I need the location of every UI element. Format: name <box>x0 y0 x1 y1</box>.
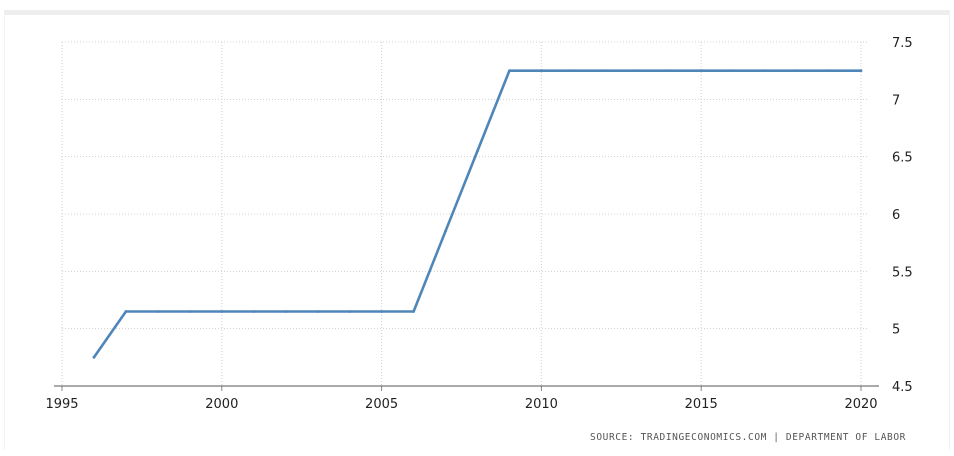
data-point <box>540 69 543 73</box>
y-tick-label: 6.5 <box>892 151 913 166</box>
data-point <box>571 69 575 73</box>
data-point <box>859 69 863 73</box>
data-point <box>92 355 96 359</box>
x-tick-label: 2005 <box>365 397 398 412</box>
data-point <box>284 310 288 313</box>
source-note: SOURCE: TRADINGECONOMICS.COM | DEPARTMEN… <box>590 432 906 443</box>
grid-layer <box>61 41 869 386</box>
data-point <box>667 69 671 73</box>
data-point <box>348 310 352 313</box>
x-tick-label: 2000 <box>205 397 238 412</box>
y-tick-label: 4.5 <box>892 380 913 395</box>
data-point <box>252 310 256 313</box>
x-tick-label: 2010 <box>525 397 558 412</box>
chart-frame <box>4 10 950 450</box>
y-tick-label: 6 <box>892 208 900 223</box>
data-point <box>635 69 639 73</box>
data-point <box>763 69 767 73</box>
x-tick-label: 2015 <box>685 397 718 412</box>
data-point <box>220 310 224 313</box>
series-layer <box>92 69 863 359</box>
data-point <box>124 310 128 313</box>
data-point <box>444 229 447 233</box>
data-point <box>699 69 703 73</box>
data-point <box>731 69 735 73</box>
data-point <box>476 149 479 153</box>
data-point <box>188 310 192 313</box>
data-point <box>827 69 831 73</box>
data-point <box>795 69 799 73</box>
y-tick-label: 7 <box>892 93 900 108</box>
y-tick-label: 7.5 <box>892 36 913 51</box>
data-point <box>412 310 415 313</box>
y-tick-label: 5.5 <box>892 265 913 280</box>
data-point <box>316 310 320 313</box>
data-point <box>156 310 160 313</box>
data-point <box>508 69 511 73</box>
data-point <box>603 69 607 73</box>
axis-layer <box>54 385 879 391</box>
x-tick-label: 2020 <box>844 397 877 412</box>
y-tick-label: 5 <box>892 323 900 338</box>
x-tick-label: 1995 <box>45 397 78 412</box>
data-point <box>380 310 383 313</box>
label-layer: 4.5 5 5.5 6 6.5 7 7.5 1995 2000 2005 2010 2015 2020 <box>45 36 912 412</box>
